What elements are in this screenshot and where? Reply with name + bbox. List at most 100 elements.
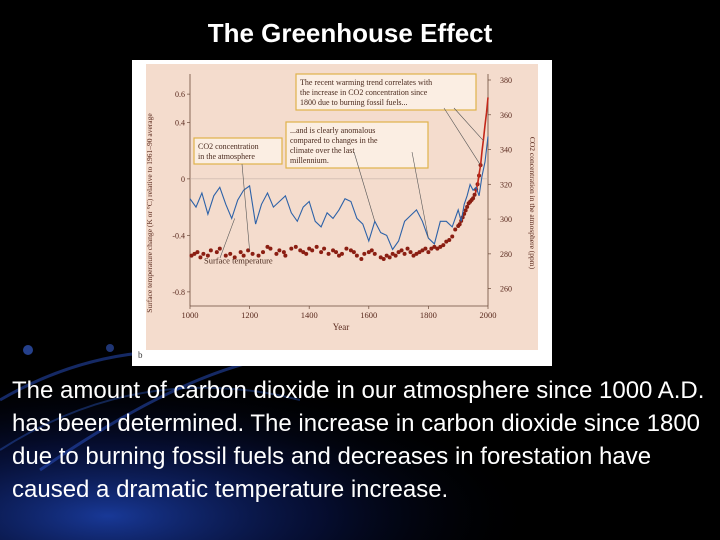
callout-line — [241, 163, 250, 251]
annotation-middle-line: ...and is clearly anomalous — [290, 126, 375, 135]
co2-point — [319, 250, 324, 255]
co2-point — [441, 243, 446, 248]
co2-point — [331, 248, 336, 253]
y-left-tick-label: 0.4 — [175, 118, 185, 127]
co2-point — [396, 250, 401, 255]
co2-point — [310, 248, 315, 253]
callout-line — [411, 151, 429, 239]
co2-point — [195, 250, 200, 255]
co2-point — [463, 208, 468, 213]
co2-point — [447, 237, 452, 242]
y-axis-left-label: Surface temperature change (K or °C) rel… — [145, 113, 154, 313]
co2-point — [372, 251, 377, 256]
co2-instrumental-line — [474, 97, 489, 194]
co2-point — [301, 250, 306, 255]
co2-point — [283, 253, 288, 258]
slide-caption: The amount of carbon dioxide in our atmo… — [12, 377, 705, 503]
co2-point — [435, 246, 440, 251]
callout-line — [353, 151, 376, 222]
annotation-temperature: Surface temperature — [204, 256, 273, 266]
co2-point — [307, 246, 312, 251]
co2-point — [359, 257, 364, 262]
co2-point — [399, 248, 404, 253]
y-left-tick-label: 0.6 — [175, 90, 185, 99]
co2-point — [208, 248, 213, 253]
co2-point — [408, 250, 413, 255]
co2-point — [423, 246, 428, 251]
callout-line — [219, 218, 235, 259]
co2-point — [429, 246, 434, 251]
panel-label: b — [138, 350, 143, 360]
co2-point — [381, 257, 386, 262]
co2-point — [293, 244, 298, 249]
co2-point — [246, 248, 251, 253]
co2-point — [339, 251, 344, 256]
co2-point — [268, 246, 273, 251]
co2-point — [457, 222, 462, 227]
x-tick-label: 1800 — [420, 310, 437, 320]
annotation-co2-line: in the atmosphere — [198, 152, 255, 161]
co2-point — [384, 253, 389, 258]
co2-point — [354, 253, 359, 258]
x-tick-label: 2000 — [480, 310, 497, 320]
co2-point — [444, 239, 449, 244]
co2-point — [232, 255, 237, 260]
co2-point — [274, 251, 279, 256]
y-left-tick-label: 0 — [181, 175, 185, 184]
plot-background — [146, 64, 538, 350]
co2-point — [411, 253, 416, 258]
annotation-middle-line: compared to changes in the — [290, 136, 378, 145]
co2-point — [369, 248, 374, 253]
co2-point — [453, 227, 458, 232]
co2-point — [348, 248, 353, 253]
co2-point — [281, 250, 286, 255]
annotation-top: The recent warming trend correlates with… — [295, 73, 477, 111]
co2-point — [304, 251, 309, 256]
co2-point — [326, 251, 331, 256]
co2-point — [223, 253, 228, 258]
co2-point — [250, 251, 255, 256]
x-tick-label: 1200 — [241, 310, 258, 320]
y-right-tick-label: 340 — [500, 146, 512, 155]
chart: 1000 1200 1400 1600 1800 2000 0.6 0.4 0 -0.4 -0.8 3… — [138, 64, 538, 360]
temperature-line — [189, 136, 489, 251]
co2-point — [387, 255, 392, 260]
annotation-top-line: 1800 due to burning fossil fuels... — [300, 98, 408, 107]
y-left-tick-label: -0.4 — [172, 231, 185, 240]
figure-frame: 1000 1200 1400 1600 1800 2000 0.6 0.4 0 -0.4 -0.8 3… — [132, 60, 552, 366]
co2-point — [438, 244, 443, 249]
co2-point — [238, 250, 243, 255]
y-right-tick-label: 320 — [500, 180, 512, 189]
y-right-tick-label: 300 — [500, 215, 512, 224]
co2-point — [414, 251, 419, 256]
co2-point — [426, 250, 431, 255]
co2-point — [189, 253, 194, 258]
co2-point — [405, 246, 410, 251]
co2-point — [362, 251, 367, 256]
co2-point — [450, 234, 455, 239]
co2-point — [471, 196, 476, 201]
annotation-co2-frame — [193, 137, 283, 165]
x-axis-label: Year — [333, 322, 350, 332]
co2-point — [417, 250, 422, 255]
y-axis-right-label: CO2 concentration in the atmosphere (ppm… — [528, 137, 537, 270]
y-right-tick-label: 380 — [500, 76, 512, 85]
y-right-tick-label: 360 — [500, 111, 512, 120]
callout-line — [453, 107, 484, 142]
co2-point — [261, 250, 266, 255]
co2-point — [432, 244, 437, 249]
co2-point — [465, 204, 470, 209]
x-tick-label: 1600 — [360, 310, 377, 320]
co2-point — [390, 251, 395, 256]
co2-point — [402, 251, 407, 256]
co2-point — [322, 246, 327, 251]
y-right-tick-label: 280 — [500, 250, 512, 259]
co2-point — [351, 250, 356, 255]
co2-point — [228, 251, 233, 256]
co2-point — [289, 246, 294, 251]
co2-point — [472, 192, 477, 197]
co2-point — [217, 246, 222, 251]
co2-point — [277, 248, 282, 253]
